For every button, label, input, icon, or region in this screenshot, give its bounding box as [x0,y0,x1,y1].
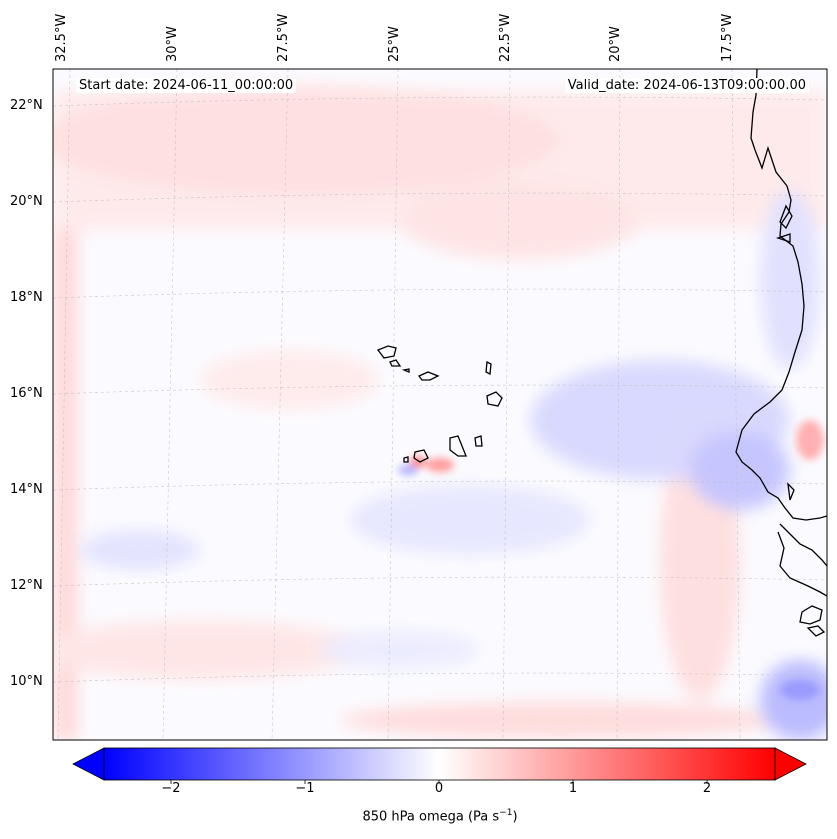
start-date-label: Start date: 2024-06-11_00:00:00 [76,78,297,93]
colorbar-label: 850 hPa omega (Pa s−1) [362,808,517,824]
island-maio [474,435,483,447]
colorbar-tick-label: −1 [295,781,315,796]
lon-label-22-5w: 22.5°W [498,13,513,62]
lon-label-30w: 30°W [165,26,180,62]
island-boa-vista [486,391,503,407]
lat-label-22n: 22°N [10,98,43,113]
island-santo-antao [376,345,397,359]
lat-label-14n: 14°N [10,482,43,497]
lat-label-20n: 20°N [10,194,43,209]
island-sao-vicente [389,359,402,367]
graticule [53,69,827,740]
colorbar-max-extend [774,747,807,781]
lat-label-18n: 18°N [10,290,43,305]
colorbar-tick-label: −2 [161,781,181,796]
lon-label-25w: 25°W [387,26,402,62]
colorbar-tick-label: 0 [434,781,444,796]
lon-label-20w: 20°W [608,26,623,62]
coastlines [735,69,827,637]
omega-field [53,69,827,740]
colorbar-tick-label: 2 [702,781,712,796]
colorbar-label-suffix: ) [512,809,518,825]
island-sal [485,360,492,376]
colorbar-label-exponent: −1 [499,808,513,818]
colorbar [72,747,807,784]
colorbar-tick-label: 1 [568,781,578,796]
africa-coastline [735,69,827,521]
lon-label-32-5w: 32.5°W [54,13,69,62]
island-santa-luzia [401,368,410,373]
cabo-verde-islands [376,345,503,463]
island-brava [403,456,409,463]
island-fogo [413,449,429,463]
map-panel [52,68,828,741]
colorbar-min-extend [72,747,105,781]
colorbar-label-prefix: 850 hPa omega (Pa s [362,809,500,825]
map-frame [52,68,828,741]
lon-label-27-5w: 27.5°W [276,13,291,62]
lat-label-10n: 10°N [10,674,43,689]
colorbar-gradient [103,747,776,781]
lat-label-16n: 16°N [10,386,43,401]
island-sao-nicolau [417,371,440,381]
lon-label-17-5w: 17.5°W [720,13,735,62]
valid-date-label: Valid_date: 2024-06-13T09:00:00.00 [564,78,809,93]
island-santiago [449,435,467,457]
lat-label-12n: 12°N [10,578,43,593]
